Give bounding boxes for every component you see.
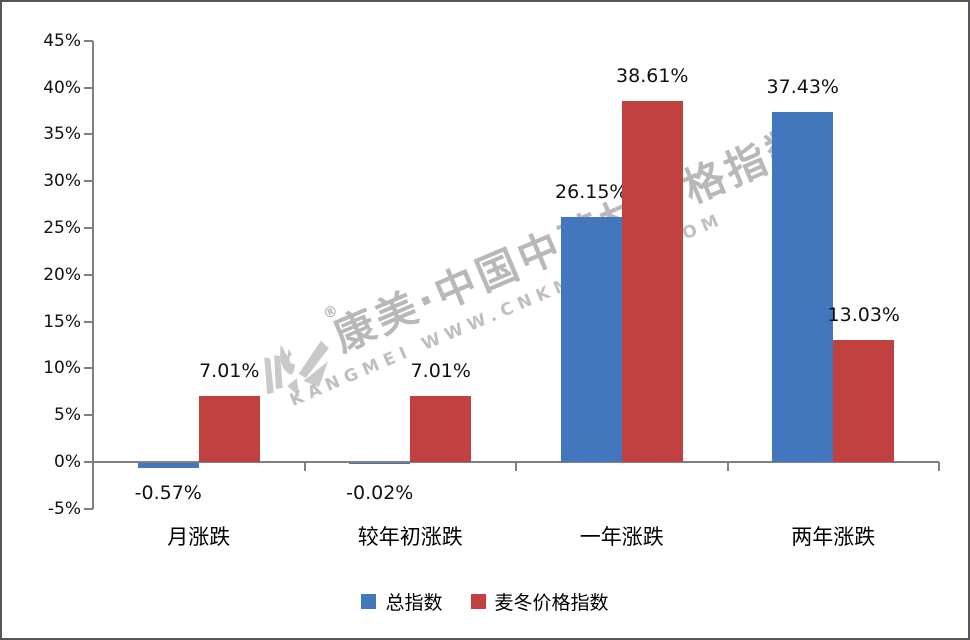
legend-item-0: 总指数 bbox=[361, 588, 443, 615]
y-axis-tick bbox=[84, 461, 93, 463]
bar-label-麦冬价格指数-较年初涨跌: 7.01% bbox=[410, 360, 471, 383]
bar-麦冬价格指数-月涨跌 bbox=[198, 396, 260, 462]
bar-总指数-两年涨跌 bbox=[772, 111, 834, 462]
y-axis-tick bbox=[84, 320, 93, 323]
bar-label-麦冬价格指数-两年涨跌: 13.03% bbox=[827, 304, 900, 327]
x-axis-tick bbox=[303, 462, 306, 471]
bar-label-总指数-月涨跌: -0.57% bbox=[134, 482, 202, 504]
y-axis-tick bbox=[84, 414, 93, 417]
bar-麦冬价格指数-一年涨跌 bbox=[621, 100, 683, 462]
bar-麦冬价格指数-较年初涨跌 bbox=[410, 396, 472, 462]
x-category-label-一年涨跌: 一年涨跌 bbox=[579, 525, 664, 549]
y-axis-tick-label: -5% bbox=[47, 498, 81, 519]
y-axis-tick-label: 35% bbox=[43, 124, 81, 145]
y-axis-tick bbox=[84, 367, 93, 370]
bar-label-麦冬价格指数-月涨跌: 7.01% bbox=[199, 360, 260, 383]
bar-label-总指数-一年涨跌: 26.15% bbox=[555, 181, 628, 204]
bar-label-总指数-两年涨跌: 37.43% bbox=[766, 75, 839, 98]
y-axis-tick-label: 15% bbox=[43, 311, 81, 332]
legend-item-1: 麦冬价格指数 bbox=[470, 588, 609, 615]
y-axis-tick bbox=[84, 273, 93, 276]
y-axis-tick bbox=[84, 133, 93, 136]
x-axis-tick bbox=[92, 462, 94, 471]
watermark: ® 康美·中国中药材价格指数 KANGMEI WWW.CNKMPRICE.COM bbox=[239, 99, 849, 433]
x-axis-tick bbox=[515, 462, 517, 471]
bar-麦冬价格指数-两年涨跌 bbox=[833, 340, 895, 462]
y-axis-tick bbox=[84, 180, 93, 183]
x-category-label-两年涨跌: 两年涨跌 bbox=[791, 525, 876, 549]
legend: 总指数 麦冬价格指数 bbox=[2, 588, 968, 615]
registered-trademark-icon: ® bbox=[320, 300, 341, 324]
y-axis-tick bbox=[84, 39, 93, 42]
legend-swatch-icon bbox=[470, 594, 486, 609]
y-axis-tick-label: 45% bbox=[43, 30, 81, 51]
legend-label: 麦冬价格指数 bbox=[494, 592, 609, 614]
y-axis-tick-label: 0% bbox=[54, 452, 81, 472]
x-axis-tick bbox=[938, 462, 940, 471]
x-axis-tick bbox=[726, 462, 729, 471]
bar-label-麦冬价格指数-一年涨跌: 38.61% bbox=[616, 64, 689, 87]
y-axis-tick-label: 25% bbox=[43, 218, 81, 238]
legend-swatch-icon bbox=[361, 594, 377, 609]
y-axis-tick-label: 30% bbox=[43, 171, 81, 192]
bar-label-总指数-较年初涨跌: -0.02% bbox=[346, 482, 414, 504]
y-axis-tick bbox=[84, 507, 93, 510]
y-axis-tick-label: 20% bbox=[43, 264, 81, 285]
y-axis-line bbox=[92, 40, 94, 509]
bar-总指数-月涨跌 bbox=[137, 463, 199, 469]
bar-总指数-一年涨跌 bbox=[560, 217, 622, 462]
y-axis-tick bbox=[84, 227, 93, 229]
y-axis-tick-label: 40% bbox=[43, 77, 81, 98]
legend-label: 总指数 bbox=[385, 592, 443, 614]
y-axis-tick bbox=[84, 86, 93, 89]
y-axis-tick-label: 10% bbox=[43, 358, 81, 379]
x-category-label-月涨跌: 月涨跌 bbox=[167, 525, 231, 549]
y-axis-tick-label: 5% bbox=[54, 405, 81, 426]
x-category-label-较年初涨跌: 较年初涨跌 bbox=[357, 525, 463, 549]
